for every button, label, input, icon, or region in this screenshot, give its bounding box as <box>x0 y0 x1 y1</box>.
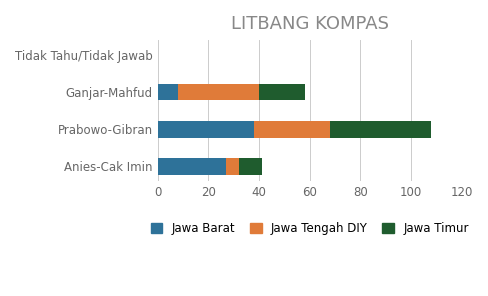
Bar <box>254 121 330 138</box>
Legend: Jawa Barat, Jawa Tengah DIY, Jawa Timur: Jawa Barat, Jawa Tengah DIY, Jawa Timur <box>147 218 472 238</box>
Bar <box>178 84 259 100</box>
Bar <box>158 121 254 138</box>
Title: LITBANG KOMPAS: LITBANG KOMPAS <box>231 15 389 33</box>
Bar <box>158 158 226 175</box>
Bar <box>239 158 262 175</box>
Bar <box>158 84 178 100</box>
Bar <box>259 84 305 100</box>
Bar <box>226 158 239 175</box>
Bar <box>330 121 431 138</box>
